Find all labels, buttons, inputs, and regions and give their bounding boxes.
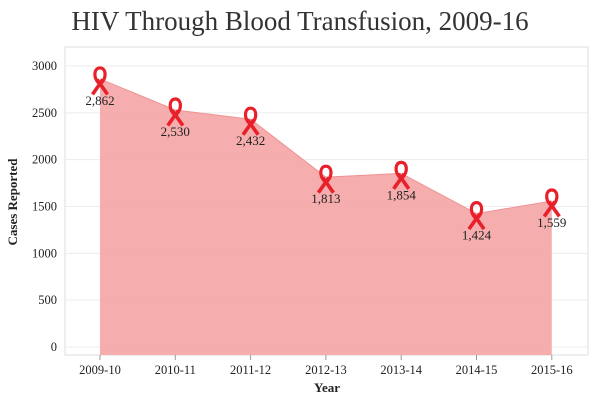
data-label: 2,432: [236, 133, 265, 148]
red-ribbon-icon: [241, 106, 260, 136]
x-tick-label: 2009-10: [79, 363, 121, 377]
area-line: [99, 78, 552, 215]
data-labels: 2,862 2,530 2,432 1,813 1,854 1,424 1,559: [85, 93, 566, 243]
red-ribbon-icon: [316, 164, 335, 194]
red-ribbon-icon: [392, 160, 411, 190]
chart-title: HIV Through Blood Transfusion, 2009-16: [71, 6, 529, 36]
y-tick-label: 2500: [32, 106, 57, 120]
y-tick-label: 2000: [32, 153, 57, 167]
red-ribbon-icon: [542, 188, 561, 218]
area-layer: [99, 78, 552, 356]
data-label: 2,530: [161, 124, 190, 139]
data-label: 1,813: [311, 191, 340, 206]
y-tick-label: 1000: [32, 246, 57, 260]
y-axis-ticks: 0 500 1000 1500 2000 2500 3000: [32, 59, 57, 354]
markers: [90, 66, 561, 231]
y-axis-title: Cases Reported: [5, 158, 20, 246]
data-label: 1,424: [462, 228, 492, 243]
x-tick-label: 2012-13: [305, 363, 347, 377]
x-tick-label: 2014-15: [456, 363, 498, 377]
y-tick-label: 500: [38, 293, 57, 307]
y-tick-label: 1500: [32, 200, 57, 214]
red-ribbon-icon: [90, 66, 110, 96]
x-axis-title: Year: [314, 380, 340, 395]
x-tick-label: 2011-12: [230, 363, 271, 377]
area-fill: [100, 78, 552, 356]
red-ribbon-icon: [467, 201, 486, 231]
x-axis-ticks: 2009-10 2010-11 2011-12 2012-13 2013-14 2014-…: [79, 355, 573, 377]
y-tick-label: 0: [51, 340, 57, 354]
data-label: 1,854: [387, 187, 417, 202]
data-label: 2,862: [85, 93, 114, 108]
y-tick-label: 3000: [32, 59, 57, 73]
x-tick-label: 2015-16: [531, 363, 573, 377]
data-label: 1,559: [537, 215, 566, 230]
x-tick-label: 2013-14: [380, 363, 422, 377]
red-ribbon-icon: [166, 97, 185, 127]
x-tick-label: 2010-11: [155, 363, 196, 377]
